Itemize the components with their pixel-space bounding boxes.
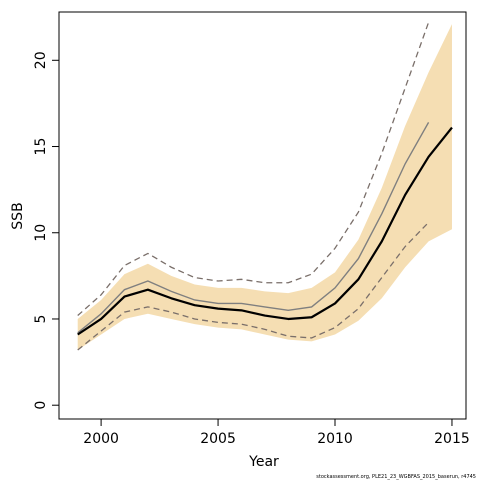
plot-frame [58, 11, 467, 420]
previous-lower-ci-line [77, 221, 430, 351]
y-axis-label: SSB [10, 202, 26, 229]
confidence-band [77, 24, 452, 351]
x-tick-label-2010: 2010 [317, 431, 353, 447]
estimate-line [77, 126, 453, 336]
x-tick-label-2005: 2005 [200, 431, 236, 447]
footnote: stockassessment.org, PLE21_23_WGBFAS_201… [316, 474, 476, 480]
x-axis-label: Year [248, 454, 279, 470]
x-tick-label-2000: 2000 [83, 431, 119, 447]
x-axis: 2000 2005 2010 2015 [83, 419, 470, 447]
previous-estimate-line [77, 122, 430, 334]
y-axis: 0 5 10 15 20 [33, 51, 59, 410]
y-tick-label-10: 10 [33, 224, 49, 242]
y-tick-label-15: 15 [33, 138, 49, 156]
plot-area [77, 22, 453, 351]
y-tick-label-20: 20 [33, 51, 49, 69]
previous-upper-ci-line [77, 22, 430, 317]
y-tick-label-0: 0 [33, 401, 49, 410]
y-tick-label-5: 5 [33, 315, 49, 324]
x-tick-label-2015: 2015 [434, 431, 470, 447]
